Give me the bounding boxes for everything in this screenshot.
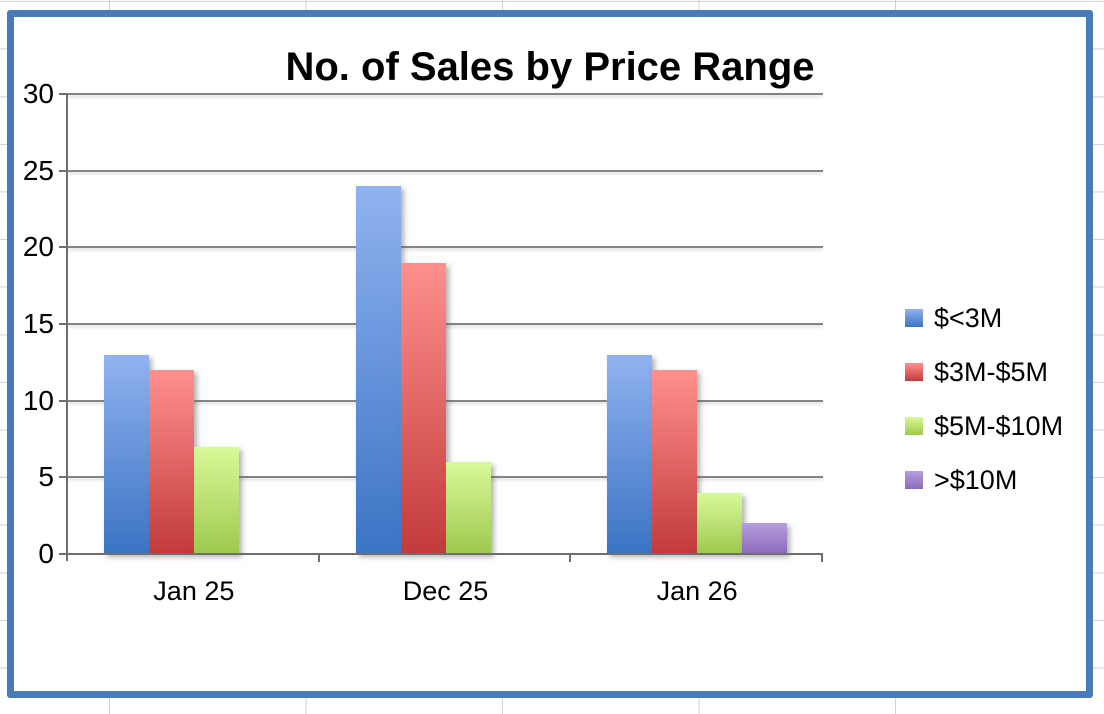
chart-object[interactable]: No. of Sales by Price Range $<3M $3M-$5M $…: [7, 10, 1093, 698]
y-gridline: [68, 93, 823, 95]
bar[interactable]: [148, 370, 194, 554]
x-axis-category-label: Jan 25: [153, 576, 235, 606]
x-axis-category-label: Dec 25: [402, 576, 489, 606]
x-axis-tick-mark: [317, 554, 320, 562]
x-axis-line: [68, 553, 823, 555]
bar[interactable]: [697, 492, 743, 554]
y-axis-tick-label: 5: [38, 461, 54, 493]
legend-swatch-icon: [905, 363, 923, 381]
y-axis-tick-mark: [59, 476, 68, 479]
legend[interactable]: $<3M $3M-$5M $5M-$10M >$10M: [905, 304, 1063, 525]
y-axis-tick-mark: [59, 169, 68, 172]
y-axis-line: [66, 94, 68, 561]
legend-label: >$10M: [934, 464, 1018, 495]
x-axis-category-label: Jan 26: [656, 576, 738, 606]
legend-item[interactable]: $<3M: [905, 304, 1063, 331]
y-axis-tick-label: 20: [22, 231, 54, 263]
legend-label: $5M-$10M: [934, 410, 1064, 441]
bar[interactable]: [445, 462, 491, 554]
bar[interactable]: [742, 523, 788, 554]
y-gridline: [68, 399, 823, 402]
y-gridline: [68, 169, 823, 172]
x-axis-tick-mark: [821, 554, 823, 562]
chart-title[interactable]: No. of Sales by Price Range: [285, 45, 815, 89]
bar[interactable]: [400, 262, 446, 554]
y-axis-tick-label: 10: [22, 384, 54, 416]
legend-item[interactable]: $3M-$5M: [905, 358, 1063, 385]
legend-label: $<3M: [934, 302, 1003, 333]
y-axis-tick-mark: [59, 553, 68, 555]
legend-swatch-icon: [905, 471, 923, 489]
bar[interactable]: [355, 186, 401, 554]
bar[interactable]: [193, 446, 239, 554]
y-axis-tick-mark: [59, 246, 68, 249]
legend-item[interactable]: $5M-$10M: [905, 412, 1063, 439]
y-gridline: [68, 246, 823, 249]
bar[interactable]: [652, 370, 698, 554]
bar[interactable]: [607, 354, 653, 554]
y-axis-tick-mark: [59, 93, 68, 95]
y-axis-tick-label: 25: [22, 154, 54, 186]
y-axis-tick-label: 30: [22, 78, 54, 109]
bar[interactable]: [103, 354, 149, 554]
y-axis-tick-mark: [59, 323, 68, 325]
y-axis-tick-label: 15: [22, 308, 54, 339]
y-axis-tick-label: 0: [38, 538, 54, 569]
legend-item[interactable]: >$10M: [905, 466, 1063, 493]
y-gridline: [68, 323, 823, 325]
legend-swatch-icon: [905, 309, 923, 327]
legend-label: $3M-$5M: [934, 356, 1049, 387]
x-axis-tick-mark: [569, 554, 572, 562]
y-axis-tick-mark: [59, 399, 68, 402]
legend-swatch-icon: [905, 417, 923, 435]
